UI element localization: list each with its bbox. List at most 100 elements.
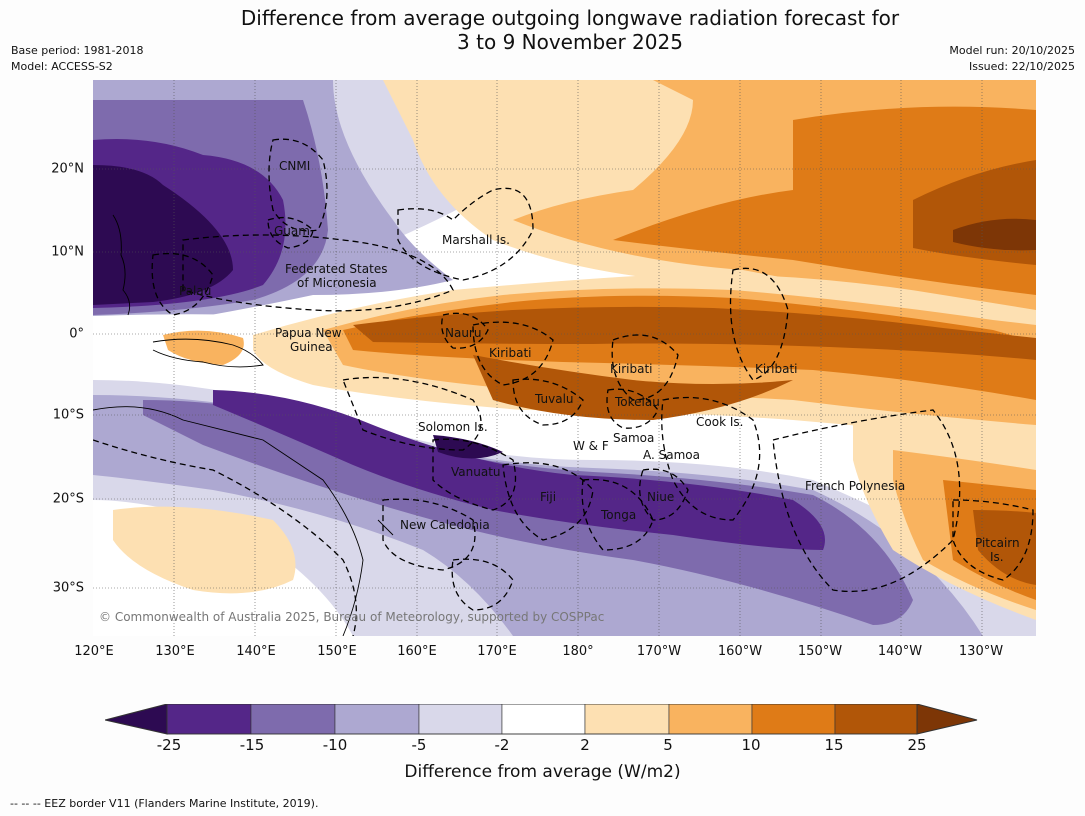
label-fiji: Fiji	[540, 490, 556, 504]
label-png-line2: Guinea	[290, 340, 333, 354]
model-run: Model run: 20/10/2025	[949, 44, 1075, 57]
colorbar-tick-4: -5	[411, 736, 427, 754]
lat-tick-10s: 10°S	[52, 407, 84, 423]
eez-fiji	[502, 462, 594, 541]
anomaly-band-light-orange-southwest	[113, 506, 296, 594]
colorbar-tick-8: 10	[741, 736, 761, 754]
lon-tick-180: 180°	[562, 644, 594, 659]
eez-palau	[151, 252, 214, 316]
region-labels: CNMI Guam Marshall Is. Federated States …	[179, 159, 1020, 564]
colorbar-swatch-2	[250, 703, 336, 735]
label-tonga: Tonga	[600, 508, 636, 522]
colorbar-swatch-1	[166, 703, 252, 735]
anomaly-band-brown-equatorial	[353, 306, 1036, 360]
label-american-samoa: A. Samoa	[643, 448, 700, 462]
lon-tick-140w: 140°W	[877, 644, 923, 659]
colorbar-outline	[166, 703, 918, 735]
colorbar-tick-5: -2	[494, 736, 510, 754]
eez-cnmi	[268, 138, 328, 232]
png-coast	[152, 338, 264, 368]
colorbar-tick-1: -25	[156, 736, 182, 754]
colorbar-svg	[104, 703, 978, 735]
label-marshall-islands: Marshall Is.	[442, 233, 510, 247]
lon-tick-150w: 150°W	[797, 644, 843, 659]
eez-fsm	[182, 234, 454, 312]
lon-tick-150e: 150°E	[317, 644, 357, 659]
label-vanuatu: Vanuatu	[451, 465, 501, 479]
colorbar-swatch-9	[834, 703, 918, 735]
lon-tick-160w: 160°W	[717, 644, 763, 659]
label-guam: Guam	[274, 224, 310, 238]
base-period: Base period: 1981-2018	[11, 44, 144, 57]
label-palau: Palau	[179, 284, 211, 298]
colorbar-swatch-5	[501, 703, 586, 735]
colorbar-tick-10: 25	[907, 736, 927, 754]
colorbar-swatch-3	[334, 703, 420, 735]
eez-australia	[93, 439, 357, 636]
lat-tick-10n: 10°N	[51, 244, 84, 260]
eez-solomon	[342, 376, 482, 451]
colorbar-swatch-6	[584, 703, 670, 735]
lat-tick-20n: 20°N	[51, 161, 84, 177]
eez-tonga	[581, 478, 654, 551]
label-tuvalu: Tuvalu	[534, 392, 574, 406]
map-title: Difference from average outgoing longwav…	[240, 6, 900, 54]
label-pitcairn-line2: Is.	[990, 550, 1004, 564]
lon-tick-130e: 130°E	[155, 644, 195, 659]
eez-nauru	[441, 312, 489, 349]
label-pitcairn-line1: Pitcairn	[975, 536, 1020, 550]
eez-source-note: -- -- -- EEZ border V11 (Flanders Marine…	[10, 797, 319, 810]
label-niue: Niue	[647, 490, 674, 504]
colorbar	[104, 703, 980, 736]
colorbar-tick-9: 15	[824, 736, 844, 754]
label-cook-islands: Cook Is.	[696, 415, 743, 429]
label-wallis-futuna: W & F	[573, 439, 609, 453]
colorbar-tick-6: 2	[580, 736, 590, 754]
olr-anomaly-map: CNMI Guam Marshall Is. Federated States …	[93, 80, 1036, 636]
eez-pitcairn	[952, 499, 1034, 581]
eez-french-polynesia	[772, 409, 961, 593]
label-samoa: Samoa	[613, 431, 654, 445]
label-kiribati-central: Kiribati	[610, 362, 652, 376]
label-kiribati-east: Kiribati	[755, 362, 797, 376]
label-solomon-islands: Solomon Is.	[418, 420, 488, 434]
label-fsm-line1: Federated States	[285, 262, 387, 276]
lon-tick-160e: 160°E	[397, 644, 437, 659]
anomaly-core-dark-brown-ne	[953, 218, 1036, 251]
lon-tick-130w: 130°W	[958, 644, 1004, 659]
eez-kiribati-east	[729, 267, 789, 381]
coastlines	[93, 214, 394, 636]
colorbar-title: Difference from average (W/m2)	[404, 762, 681, 782]
anomaly-band-dark-purple-south	[213, 390, 825, 550]
colorbar-swatch-4	[418, 703, 503, 735]
anomaly-band-brown-southeast-pitcairn	[973, 510, 1036, 585]
eez-borders	[93, 138, 1034, 636]
philippines-coast	[112, 214, 131, 316]
anomaly-band-brown-southeast	[473, 355, 793, 420]
label-fsm-line2: of Micronesia	[297, 276, 377, 290]
label-french-polynesia: French Polynesia	[805, 479, 905, 493]
label-new-caledonia: New Caledonia	[400, 518, 490, 532]
lon-tick-170e: 170°E	[477, 644, 517, 659]
colorbar-tick-2: -15	[239, 736, 265, 754]
colorbar-tick-7: 5	[663, 736, 673, 754]
eez-tuvalu	[512, 378, 584, 426]
model-name: Model: ACCESS-S2	[11, 60, 113, 73]
colorbar-swatch-7	[668, 703, 753, 735]
lat-tick-30s: 30°S	[52, 580, 84, 596]
eez-marshall	[397, 187, 534, 281]
map-graticule	[93, 80, 1036, 636]
lon-tick-120e: 120°E	[74, 644, 114, 659]
lon-tick-140e: 140°E	[236, 644, 276, 659]
issued-date: Issued: 22/10/2025	[968, 60, 1075, 73]
lon-tick-170w: 170°W	[636, 644, 682, 659]
colorbar-swatch-8	[751, 703, 836, 735]
eez-kiribati-central	[611, 334, 679, 401]
label-cnmi: CNMI	[279, 159, 310, 173]
copyright-notice: © Commonwealth of Australia 2025, Bureau…	[99, 610, 604, 624]
lat-tick-0: 0°	[69, 326, 84, 342]
colorbar-extend-high	[916, 703, 978, 735]
anomaly-band-darkest-purple-north	[93, 165, 233, 305]
label-kiribati-west: Kiribati	[489, 346, 531, 360]
map-canvas: CNMI Guam Marshall Is. Federated States …	[93, 80, 1036, 636]
